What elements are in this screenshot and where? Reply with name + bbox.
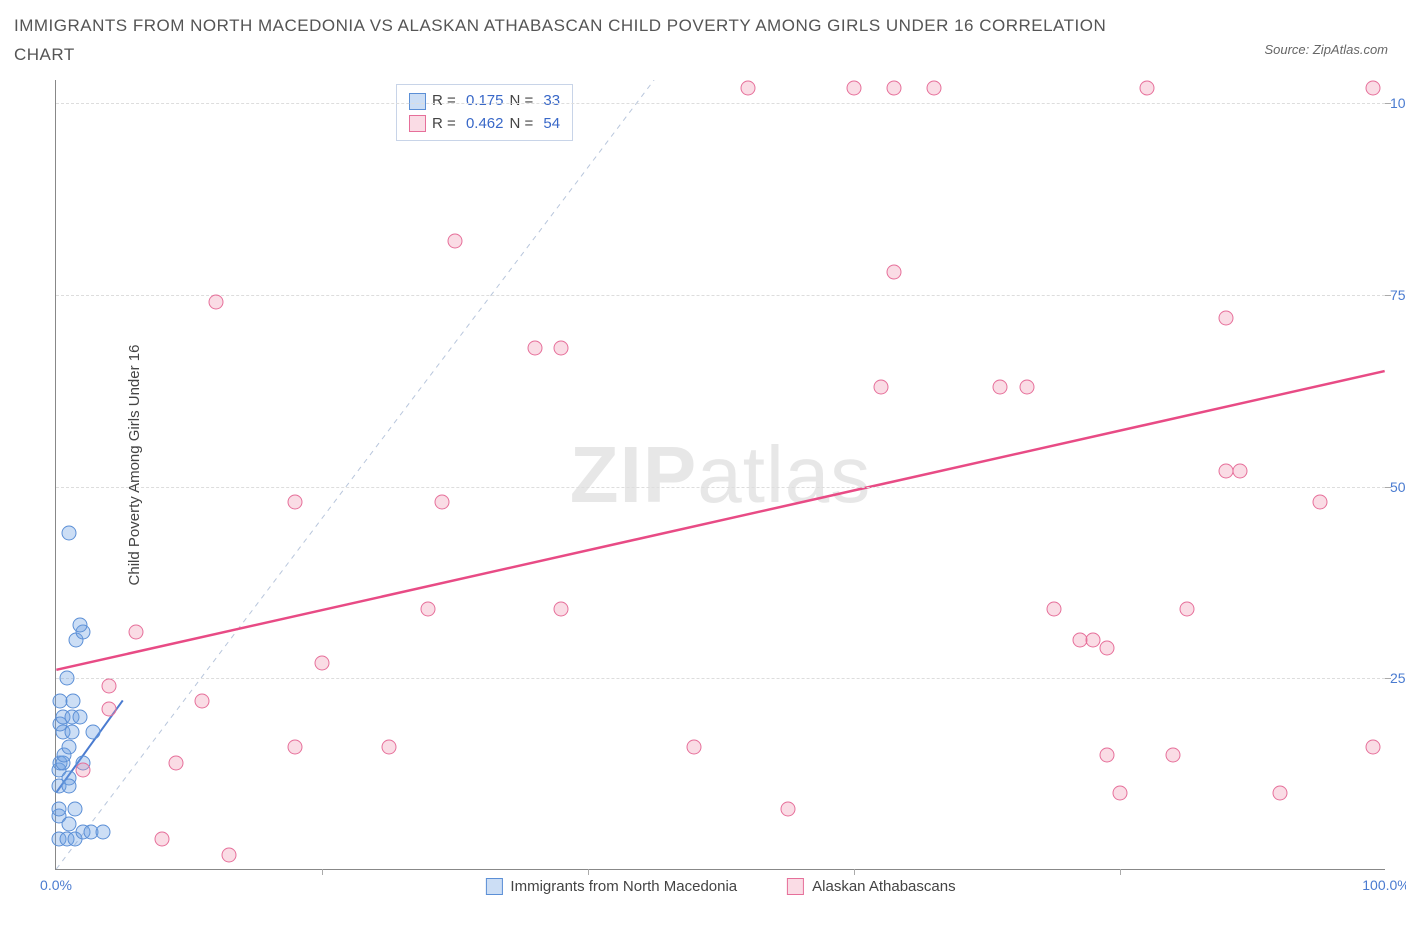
legend-label: Alaskan Athabascans [812,878,955,895]
data-point [155,832,170,847]
data-point [1232,464,1247,479]
data-point [75,763,90,778]
legend-item: Immigrants from North Macedonia [485,878,737,895]
y-tick-label: 50.0% [1390,479,1406,495]
legend-label: Immigrants from North Macedonia [510,878,737,895]
data-point [72,617,87,632]
series-swatch [409,115,426,132]
x-tick-label: 0.0% [40,877,72,893]
series-swatch [485,878,502,895]
legend-item: Alaskan Athabascans [787,878,955,895]
data-point [51,801,66,816]
x-tick-label: 100.0% [1362,877,1406,893]
data-point [847,80,862,95]
data-point [128,625,143,640]
data-point [1139,80,1154,95]
data-point [421,602,436,617]
data-point [527,341,542,356]
stats-row: R = 0.462 N = 54 [409,113,560,136]
data-point [1365,80,1380,95]
data-point [1099,747,1114,762]
bottom-legend: Immigrants from North Macedonia Alaskan A… [485,878,955,895]
data-point [102,701,117,716]
data-point [434,494,449,509]
y-tick-label: 75.0% [1390,287,1406,303]
data-point [448,234,463,249]
data-point [66,694,81,709]
data-point [86,724,101,739]
data-point [926,80,941,95]
data-point [1365,740,1380,755]
data-point [64,724,79,739]
gridline-horizontal [56,487,1385,488]
data-point [1113,786,1128,801]
x-tick-minor [588,869,589,875]
data-point [208,295,223,310]
data-point [62,778,77,793]
data-point [687,740,702,755]
data-point [873,379,888,394]
x-tick-minor [322,869,323,875]
data-point [780,801,795,816]
data-point [221,847,236,862]
data-point [62,740,77,755]
data-point [1099,640,1114,655]
data-point [288,494,303,509]
data-point [62,816,77,831]
series-swatch [409,93,426,110]
data-point [95,824,110,839]
data-point [67,801,82,816]
data-point [554,602,569,617]
data-point [1179,602,1194,617]
data-point [1046,602,1061,617]
data-point [993,379,1008,394]
data-point [72,709,87,724]
plot-area: ZIPatlas R = 0.175 N = 33R = 0.462 N = 5… [55,80,1385,870]
data-point [886,264,901,279]
data-point [62,525,77,540]
chart-title: IMMIGRANTS FROM NORTH MACEDONIA VS ALASK… [14,12,1114,70]
x-tick-minor [854,869,855,875]
gridline-horizontal [56,295,1385,296]
stats-legend-box: R = 0.175 N = 33R = 0.462 N = 54 [396,84,573,141]
data-point [1219,310,1234,325]
stats-row: R = 0.175 N = 33 [409,90,560,113]
data-point [1272,786,1287,801]
data-point [59,671,74,686]
y-tick-label: 25.0% [1390,670,1406,686]
data-point [288,740,303,755]
trend-lines-layer [56,80,1385,869]
gridline-horizontal [56,103,1385,104]
data-point [102,678,117,693]
data-point [315,655,330,670]
series-swatch [787,878,804,895]
y-tick-label: 100.0% [1390,95,1406,111]
data-point [554,341,569,356]
x-tick-minor [1120,869,1121,875]
source-attribution: Source: ZipAtlas.com [1264,42,1388,57]
data-point [740,80,755,95]
gridline-horizontal [56,678,1385,679]
data-point [381,740,396,755]
data-point [1312,494,1327,509]
data-point [1019,379,1034,394]
data-point [1166,747,1181,762]
watermark: ZIPatlas [570,429,871,521]
data-point [168,755,183,770]
data-point [886,80,901,95]
data-point [195,694,210,709]
